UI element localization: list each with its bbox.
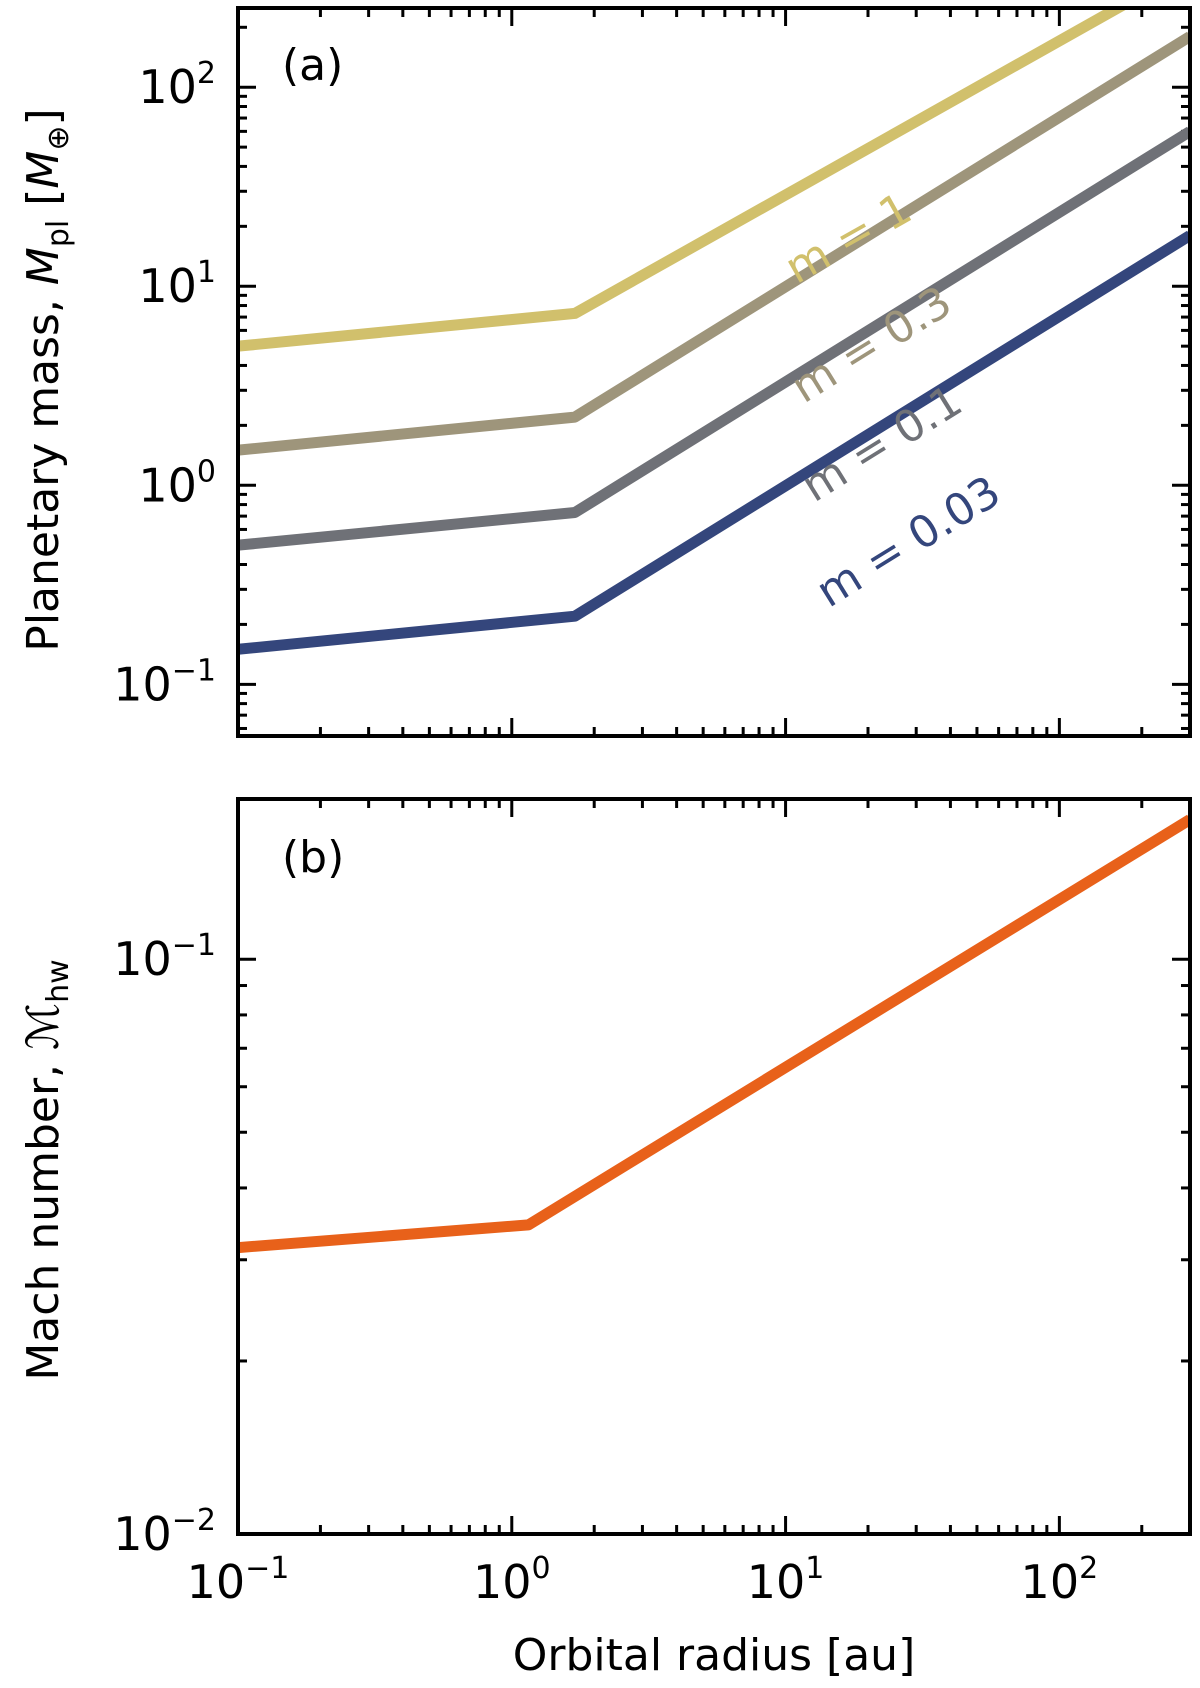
panel-b-y-axis-label: Mach number, ℳhw — [18, 959, 76, 1380]
panel-a-frame — [236, 6, 1192, 738]
panel-b-series — [238, 814, 1190, 1254]
x-tick-label: 101 — [747, 1551, 825, 1609]
series-line-0 — [238, 8, 1130, 352]
y-tick-label: 101 — [138, 255, 216, 313]
series-line-2 — [238, 126, 1190, 551]
panel-a-y-axis-label: Planetary mass, Mpl [M⊕] — [18, 108, 76, 651]
panel-b-x-tick-labels: 10−1 100 101 102 — [187, 1551, 1099, 1609]
panel-b-frame — [236, 797, 1192, 1536]
panel-a: m = 1m = 0.3m = 0.1m = 0.03 10−110010110… — [18, 6, 1192, 738]
panel-b-ticks — [236, 799, 1192, 1536]
y-tick-label: 102 — [138, 56, 216, 114]
panel-a-series-labels: m = 1m = 0.3m = 0.1m = 0.03 — [777, 183, 1010, 618]
y-tick-label: 100 — [138, 454, 216, 512]
panel-a-y-tick-labels: 10−1 100 101 102 — [113, 56, 216, 711]
panel-b-label: (b) — [282, 832, 344, 883]
y-tick-label: 10−1 — [113, 928, 216, 986]
panel-b-y-tick-labels: 10−2 10−1 — [113, 928, 216, 1561]
panel-a-label: (a) — [282, 40, 343, 91]
series-line-3 — [238, 230, 1190, 655]
y-tick-label: 10−2 — [113, 1503, 216, 1561]
panel-a-ticks — [236, 8, 1192, 736]
series-line-0 — [238, 814, 1190, 1254]
y-tick-label: 10−1 — [113, 653, 216, 711]
series-label-0: m = 1 — [777, 183, 920, 294]
x-tick-label: 100 — [473, 1551, 551, 1609]
panel-b: 10−210−1 10−1 100 101 102 (b) Mach number, … — [18, 797, 1192, 1681]
x-tick-label: 10−1 — [187, 1551, 290, 1609]
x-axis-label: Orbital radius [au] — [513, 1630, 916, 1681]
series-line-1 — [238, 31, 1190, 456]
panel-a-series — [238, 8, 1190, 655]
x-tick-label: 102 — [1021, 1551, 1099, 1609]
